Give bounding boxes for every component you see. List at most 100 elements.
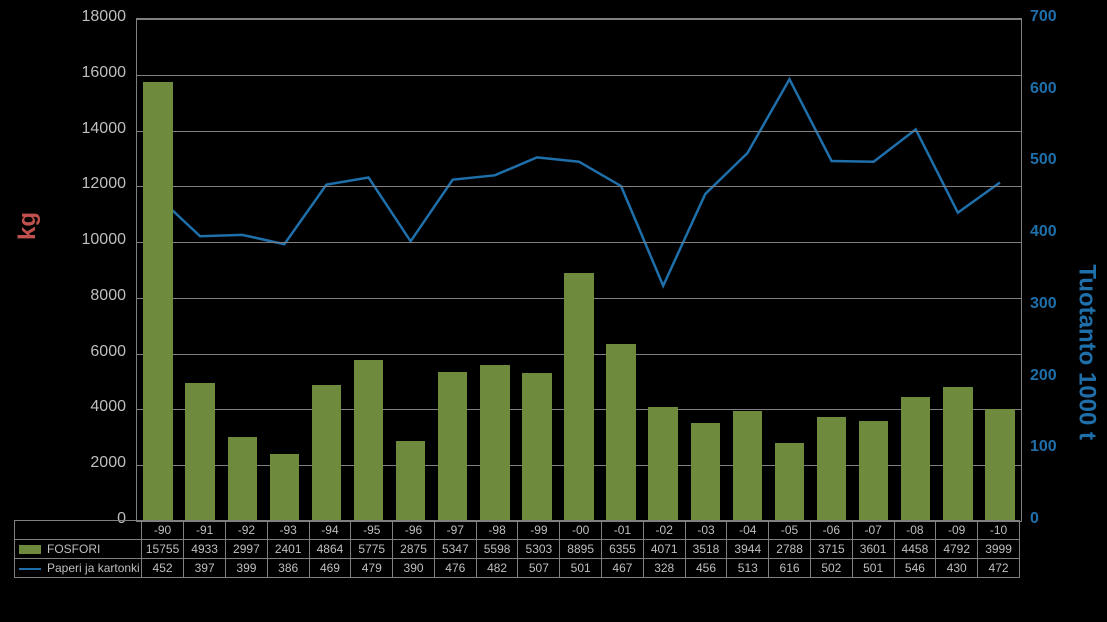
line-value-cell: 328 <box>643 559 685 578</box>
bar <box>438 372 467 521</box>
line-value-cell: 546 <box>894 559 936 578</box>
category-label: -02 <box>643 521 685 540</box>
bar <box>396 441 425 521</box>
line-series <box>158 79 1000 286</box>
bar-value-cell: 2875 <box>393 540 435 559</box>
bar <box>817 417 846 521</box>
bar-value-cell: 4933 <box>184 540 226 559</box>
bar <box>564 273 593 521</box>
y-right-tick-label: 500 <box>1030 152 1080 168</box>
y-left-tick-label: 14000 <box>66 121 126 137</box>
y-left-tick-label: 8000 <box>66 288 126 304</box>
bar-value-cell: 2401 <box>267 540 309 559</box>
category-label: -92 <box>226 521 268 540</box>
bar-value-cell: 8895 <box>560 540 602 559</box>
category-label: -10 <box>978 521 1020 540</box>
bar-value-cell: 4792 <box>936 540 978 559</box>
line-value-cell: 399 <box>226 559 268 578</box>
line-value-cell: 456 <box>685 559 727 578</box>
line-value-cell: 472 <box>978 559 1020 578</box>
gridline <box>137 19 1021 20</box>
line-value-cell: 501 <box>852 559 894 578</box>
line-value-cell: 469 <box>309 559 351 578</box>
line-value-cell: 482 <box>476 559 518 578</box>
line-value-cell: 502 <box>810 559 852 578</box>
line-value-cell: 501 <box>560 559 602 578</box>
category-label: -96 <box>393 521 435 540</box>
bar <box>775 443 804 521</box>
category-label: -00 <box>560 521 602 540</box>
line-value-cell: 476 <box>434 559 476 578</box>
y-left-tick-label: 18000 <box>66 9 126 25</box>
line-value-cell: 616 <box>769 559 811 578</box>
category-label: -04 <box>727 521 769 540</box>
gridline <box>137 75 1021 76</box>
bar-value-cell: 6355 <box>602 540 644 559</box>
table-row-bar: FOSFORI157554933299724014864577528755347… <box>15 540 1020 559</box>
category-label: -08 <box>894 521 936 540</box>
line-value-cell: 467 <box>602 559 644 578</box>
y-right-axis-title: Tuotanto 1000 t <box>1073 264 1101 440</box>
bar-value-cell: 2997 <box>226 540 268 559</box>
category-label: -06 <box>810 521 852 540</box>
legend-bar: FOSFORI <box>15 540 142 559</box>
table-row-categories: -90-91-92-93-94-95-96-97-98-99-00-01-02-… <box>15 521 1020 540</box>
y-right-tick-label: 600 <box>1030 81 1080 97</box>
bar <box>354 360 383 521</box>
category-label: -98 <box>476 521 518 540</box>
gridline <box>137 186 1021 187</box>
y-right-tick-label: 300 <box>1030 296 1080 312</box>
category-label: -94 <box>309 521 351 540</box>
bar <box>859 421 888 521</box>
y-left-tick-label: 16000 <box>66 65 126 81</box>
legend-line: Paperi ja kartonki <box>15 559 142 578</box>
y-left-tick-label: 6000 <box>66 344 126 360</box>
gridline <box>137 131 1021 132</box>
bar-value-cell: 5775 <box>351 540 393 559</box>
category-label: -90 <box>141 521 183 540</box>
category-label: -91 <box>184 521 226 540</box>
bar <box>606 344 635 521</box>
bar-value-cell: 2788 <box>769 540 811 559</box>
bar <box>270 454 299 521</box>
bar <box>691 423 720 521</box>
line-value-cell: 397 <box>184 559 226 578</box>
y-right-tick-label: 200 <box>1030 368 1080 384</box>
y-right-tick-label: 100 <box>1030 439 1080 455</box>
bar-value-cell: 4458 <box>894 540 936 559</box>
category-label: -03 <box>685 521 727 540</box>
line-value-cell: 452 <box>141 559 183 578</box>
bar <box>733 411 762 521</box>
bar-value-cell: 3601 <box>852 540 894 559</box>
combo-chart: kg Tuotanto 1000 t 020004000600080001000… <box>0 0 1107 622</box>
bar <box>143 82 172 521</box>
bar <box>943 387 972 521</box>
category-label: -09 <box>936 521 978 540</box>
line-value-cell: 386 <box>267 559 309 578</box>
category-label: -95 <box>351 521 393 540</box>
bar <box>312 385 341 521</box>
bar <box>985 409 1014 521</box>
category-label: -93 <box>267 521 309 540</box>
y-left-axis-title: kg <box>14 212 42 240</box>
line-value-cell: 507 <box>518 559 560 578</box>
bar <box>522 373 551 521</box>
line-value-cell: 479 <box>351 559 393 578</box>
bar-value-cell: 5598 <box>476 540 518 559</box>
bar <box>648 407 677 521</box>
category-label: -99 <box>518 521 560 540</box>
bar-value-cell: 15755 <box>141 540 183 559</box>
bar <box>480 365 509 521</box>
bar-value-cell: 3518 <box>685 540 727 559</box>
table-row-line: Paperi ja kartonki4523973993864694793904… <box>15 559 1020 578</box>
line-value-cell: 430 <box>936 559 978 578</box>
bar-value-cell: 3999 <box>978 540 1020 559</box>
y-right-tick-label: 0 <box>1030 511 1080 527</box>
bar-value-cell: 3944 <box>727 540 769 559</box>
y-right-tick-label: 400 <box>1030 224 1080 240</box>
bar-value-cell: 4071 <box>643 540 685 559</box>
line-value-cell: 513 <box>727 559 769 578</box>
y-right-tick-label: 700 <box>1030 9 1080 25</box>
category-label: -05 <box>769 521 811 540</box>
y-left-tick-label: 2000 <box>66 455 126 471</box>
